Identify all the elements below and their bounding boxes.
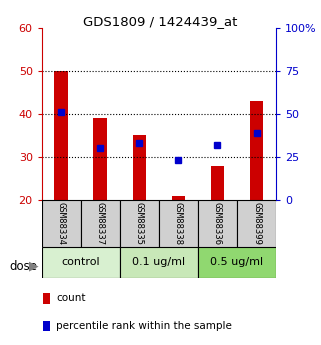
- Text: GSM88337: GSM88337: [96, 202, 105, 245]
- Bar: [42, 247, 120, 278]
- Bar: [250, 101, 263, 200]
- Bar: [198, 247, 276, 278]
- Bar: [133, 136, 146, 200]
- Bar: [81, 200, 120, 247]
- Bar: [43, 321, 50, 331]
- Text: 0.5 ug/ml: 0.5 ug/ml: [211, 257, 264, 267]
- Text: ▶: ▶: [29, 260, 39, 273]
- Bar: [120, 247, 198, 278]
- Bar: [172, 196, 185, 200]
- Bar: [159, 200, 198, 247]
- Text: count: count: [56, 294, 86, 303]
- Text: GSM88334: GSM88334: [57, 202, 66, 245]
- Bar: [55, 71, 68, 200]
- Bar: [43, 293, 50, 304]
- Text: GSM88336: GSM88336: [213, 202, 222, 245]
- Bar: [93, 118, 107, 200]
- Bar: [237, 200, 276, 247]
- Bar: [42, 200, 81, 247]
- Text: 0.1 ug/ml: 0.1 ug/ml: [132, 257, 186, 267]
- Bar: [211, 166, 224, 200]
- Text: percentile rank within the sample: percentile rank within the sample: [56, 321, 232, 331]
- Bar: [120, 200, 159, 247]
- Text: GSM88335: GSM88335: [135, 202, 144, 245]
- Text: GSM88399: GSM88399: [252, 202, 261, 245]
- Text: GSM88338: GSM88338: [174, 202, 183, 245]
- Text: dose: dose: [10, 260, 38, 273]
- Bar: [198, 200, 237, 247]
- Text: control: control: [62, 257, 100, 267]
- Text: GDS1809 / 1424439_at: GDS1809 / 1424439_at: [83, 16, 238, 29]
